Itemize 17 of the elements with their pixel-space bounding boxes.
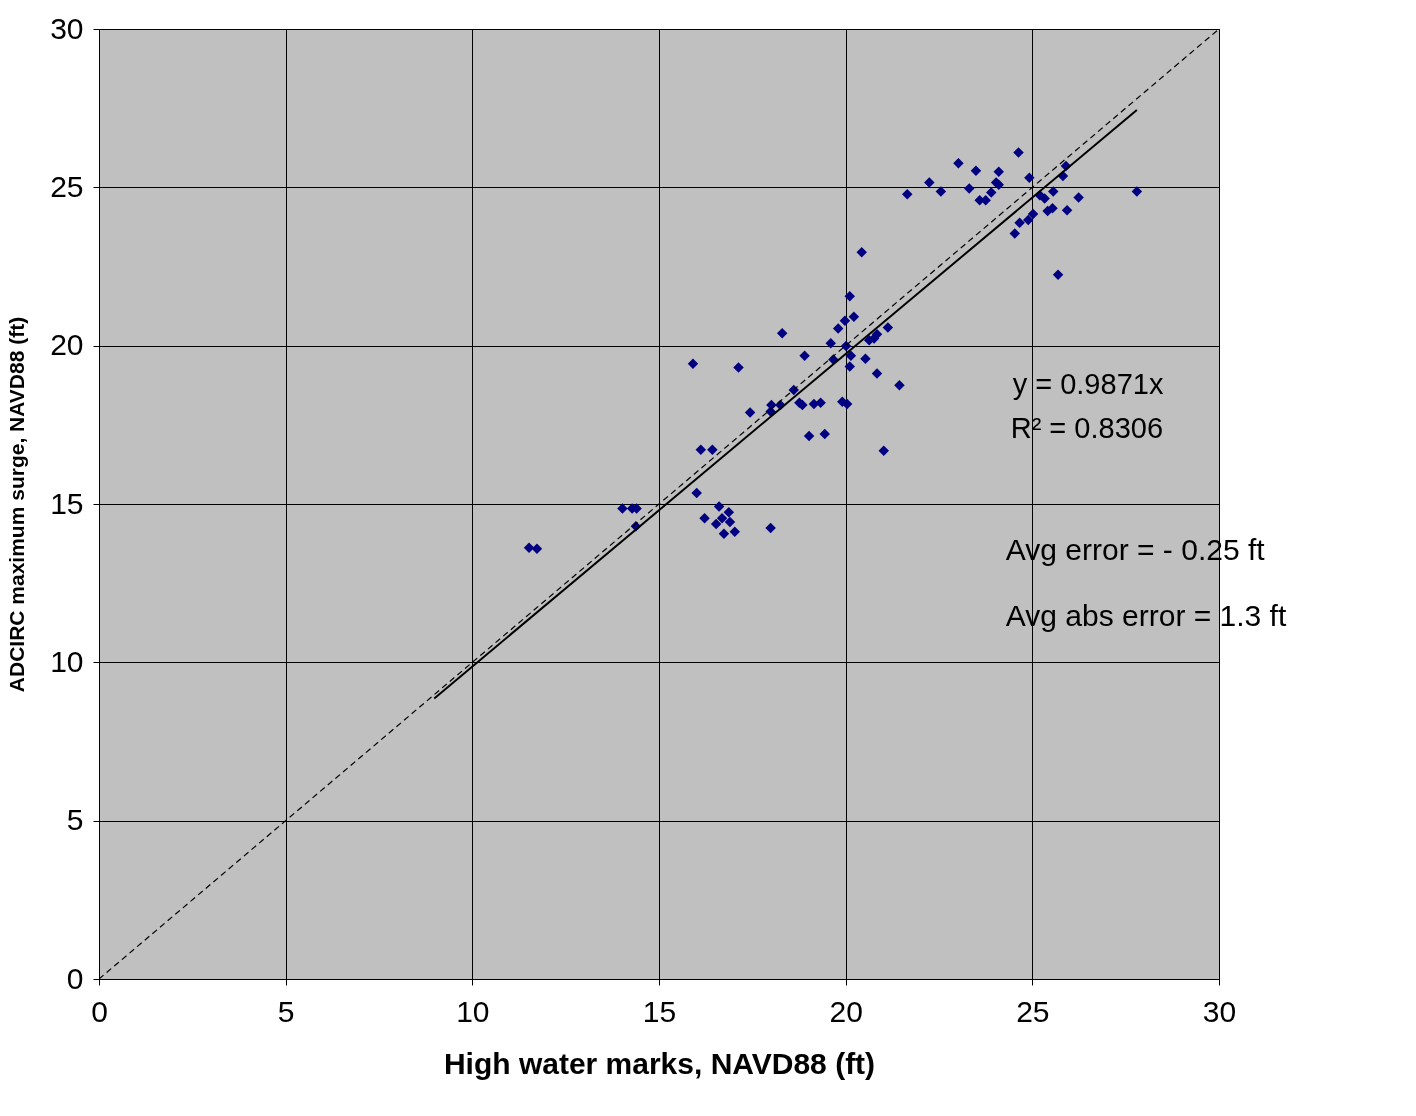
- x-tick-label: 20: [829, 994, 863, 1028]
- x-tick-label: 10: [456, 994, 490, 1028]
- x-tick-label: 25: [1016, 994, 1050, 1028]
- y-tick-label: 10: [50, 644, 84, 678]
- y-tick-label: 0: [66, 961, 84, 995]
- x-tick-label: 5: [277, 994, 295, 1028]
- y-tick-label: 15: [50, 486, 84, 520]
- x-tick-label: 30: [1202, 994, 1237, 1028]
- y-tick-label: 30: [50, 11, 84, 45]
- y-axis-title: ADCIRC maximum surge, NAVD88 (ft): [5, 316, 29, 693]
- y-tick-label: 20: [50, 328, 84, 362]
- y-tick-label: 5: [66, 803, 84, 837]
- y-tick-label: 25: [50, 169, 84, 203]
- x-tick-label: 15: [642, 994, 677, 1028]
- x-tick-label: 0: [91, 994, 108, 1028]
- annotation: y = 0.9871x: [1012, 368, 1164, 401]
- x-axis-title: High water marks, NAVD88 (ft): [443, 1046, 876, 1080]
